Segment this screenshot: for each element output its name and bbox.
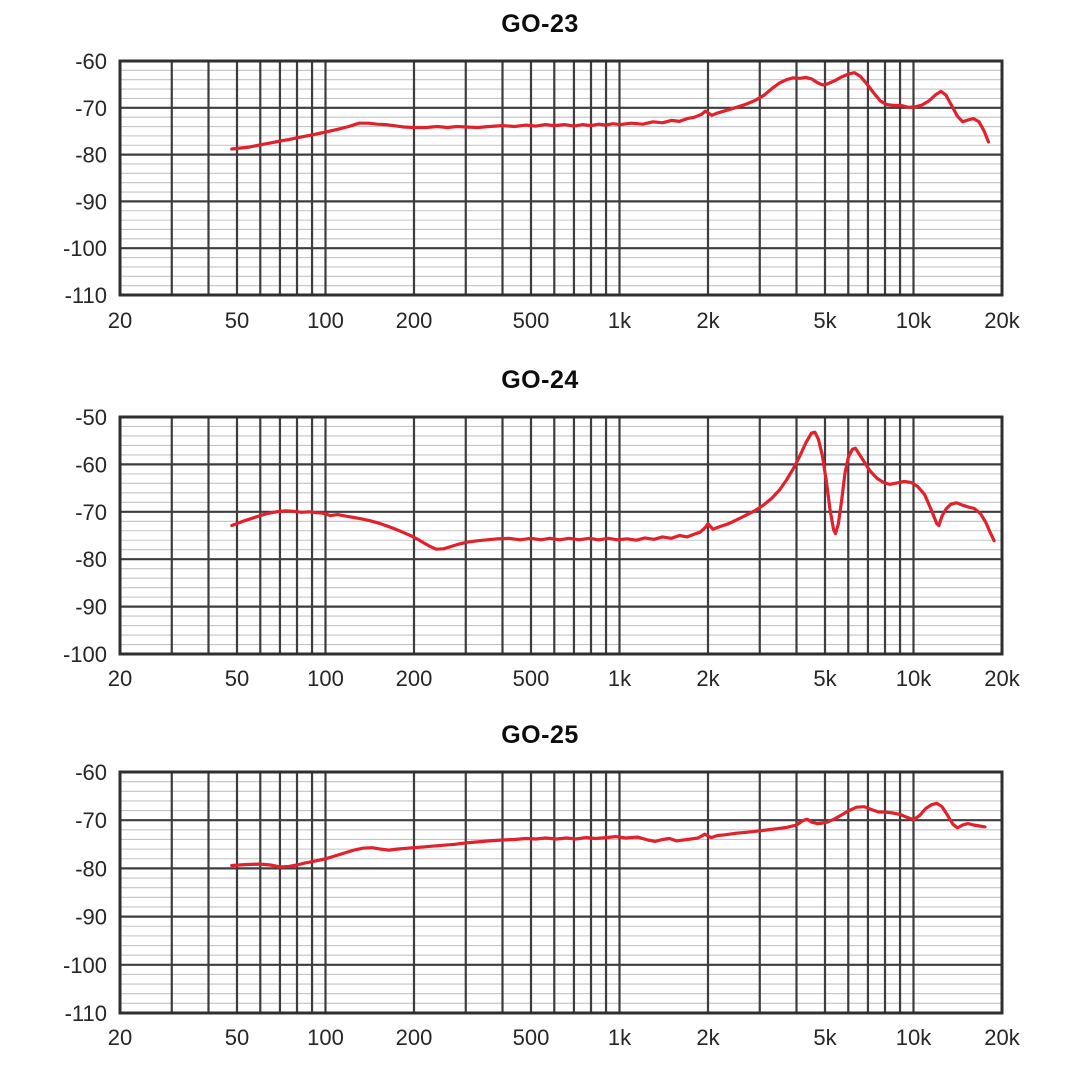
x-tick-label: 2k <box>696 308 720 333</box>
y-tick-label: -80 <box>75 547 107 572</box>
grid-minor-lines <box>120 69 1002 287</box>
y-tick-label: -50 <box>75 405 107 430</box>
y-axis-tick-labels: -60 -70 -80 -90 -100 -110 <box>63 49 107 308</box>
x-tick-label: 20k <box>984 1025 1020 1050</box>
grid-major-lines <box>118 59 1004 297</box>
y-tick-label: -90 <box>75 905 107 930</box>
x-tick-label: 2k <box>696 666 720 691</box>
x-axis-tick-labels: 20 50 100 200 500 1k 2k 5k 10k 20k <box>108 1025 1021 1050</box>
y-tick-label: -100 <box>63 642 107 667</box>
x-tick-label: 20k <box>984 666 1020 691</box>
x-tick-label: 20 <box>108 308 132 333</box>
x-axis-tick-labels: 20 50 100 200 500 1k 2k 5k 10k 20k <box>108 666 1021 691</box>
x-tick-label: 500 <box>513 308 550 333</box>
y-tick-label: -60 <box>75 49 107 74</box>
x-tick-label: 50 <box>225 308 249 333</box>
y-tick-label: -60 <box>75 760 107 785</box>
x-tick-label: 20 <box>108 666 132 691</box>
y-tick-label: -80 <box>75 856 107 881</box>
grid-minor-lines <box>120 781 1002 1004</box>
y-tick-label: -80 <box>75 143 107 168</box>
x-tick-label: 200 <box>396 666 433 691</box>
response-curve <box>230 801 987 869</box>
grid-major-lines <box>118 415 1004 656</box>
y-tick-label: -70 <box>75 96 107 121</box>
x-tick-label: 50 <box>225 1025 249 1050</box>
chart-title-go-25: GO-25 <box>501 721 579 749</box>
x-tick-label: 20k <box>984 308 1020 333</box>
grid-major-lines <box>118 770 1004 1015</box>
x-tick-label: 20 <box>108 1025 132 1050</box>
y-tick-label: -110 <box>65 1001 107 1026</box>
x-axis-tick-labels: 20 50 100 200 500 1k 2k 5k 10k 20k <box>108 308 1021 333</box>
x-tick-label: 10k <box>896 1025 932 1050</box>
x-tick-label: 500 <box>513 666 550 691</box>
x-tick-label: 100 <box>307 308 344 333</box>
chart-plot-go-23: 20 50 100 200 500 1k 2k 5k 10k 20k -60 -70 -80 -90 -10… <box>63 49 1021 333</box>
y-tick-label: -60 <box>75 452 107 477</box>
y-axis-tick-labels: -60 -70 -80 -90 -100 -110 <box>63 760 107 1026</box>
grid-minor-lines <box>120 425 1002 646</box>
y-tick-label: -70 <box>75 500 107 525</box>
y-tick-label: -110 <box>65 283 107 308</box>
response-curve <box>230 71 991 151</box>
y-axis-tick-labels: -50 -60 -70 -80 -90 -100 <box>63 405 107 667</box>
x-tick-label: 2k <box>696 1025 720 1050</box>
chart-title-go-24: GO-24 <box>501 366 579 394</box>
plot-border <box>118 415 1004 656</box>
x-tick-label: 100 <box>307 1025 344 1050</box>
y-tick-label: -70 <box>75 808 107 833</box>
response-curve <box>230 430 996 551</box>
x-tick-label: 50 <box>225 666 249 691</box>
plot-border <box>118 770 1004 1015</box>
x-tick-label: 100 <box>307 666 344 691</box>
x-tick-label: 1k <box>608 308 632 333</box>
x-tick-label: 200 <box>396 308 433 333</box>
x-tick-label: 5k <box>813 1025 837 1050</box>
x-tick-label: 1k <box>608 1025 632 1050</box>
chart-plot-go-25: 20 50 100 200 500 1k 2k 5k 10k 20k -60 -70 -80 -90 -10… <box>63 760 1021 1050</box>
plot-border <box>118 59 1004 297</box>
y-tick-label: -90 <box>75 595 107 620</box>
x-tick-label: 5k <box>813 308 837 333</box>
chart-plot-go-24: 20 50 100 200 500 1k 2k 5k 10k 20k -50 -60 -70 -80 -90… <box>63 405 1021 691</box>
x-tick-label: 5k <box>813 666 837 691</box>
y-tick-label: -100 <box>63 953 107 978</box>
x-tick-label: 500 <box>513 1025 550 1050</box>
x-tick-label: 10k <box>896 666 932 691</box>
chart-title-go-23: GO-23 <box>501 10 579 38</box>
y-tick-label: -100 <box>63 236 107 261</box>
x-tick-label: 200 <box>396 1025 433 1050</box>
y-tick-label: -90 <box>75 189 107 214</box>
x-tick-label: 1k <box>608 666 632 691</box>
x-tick-label: 10k <box>896 308 932 333</box>
